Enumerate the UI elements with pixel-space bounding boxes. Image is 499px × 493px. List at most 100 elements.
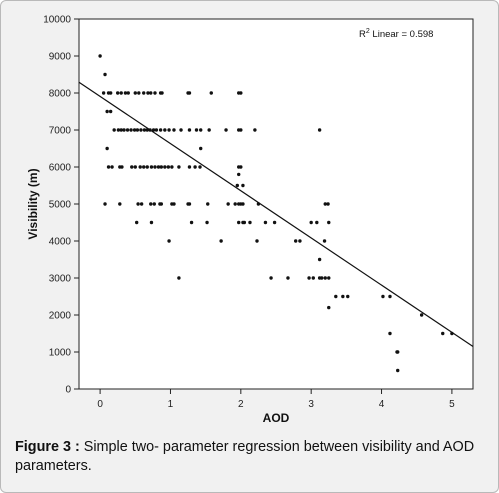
data-point [106,165,111,169]
data-point [132,128,137,132]
data-point [396,350,400,354]
x-tick-label: 2 [238,399,244,410]
y-tick-label: 4000 [49,237,72,248]
data-point [142,128,147,132]
data-point [189,220,194,225]
data-point [241,183,245,188]
data-point [241,202,245,206]
data-point [172,202,176,206]
y-tick-label: 10000 [43,15,71,26]
data-point [309,220,313,225]
data-point [286,276,290,280]
data-point [322,239,327,243]
data-point [207,128,211,132]
figure-caption: Figure 3 : Simple two- parameter regress… [15,438,485,488]
data-point [294,239,298,243]
data-point [135,128,140,132]
data-point [138,165,142,169]
data-point [226,202,230,206]
data-point [242,220,247,225]
data-point [172,128,176,132]
x-tick-label: 4 [379,399,385,410]
data-point [153,91,157,95]
data-point [307,276,311,280]
data-point [136,202,140,206]
data-point [139,202,144,206]
y-tick-label: 3000 [49,274,72,285]
data-point [381,294,385,299]
data-point [126,91,130,95]
data-point [341,294,345,299]
data-point [327,305,331,310]
data-point [233,202,237,206]
data-point [326,202,330,206]
chart-svg: 0100020003000400050006000700080009000100… [26,15,474,425]
data-point [110,165,114,169]
data-points [98,54,454,373]
data-point [98,54,102,58]
data-point [137,91,141,95]
data-point [167,239,171,243]
data-point [105,146,109,151]
data-point [163,165,167,169]
data-point [149,220,154,225]
caption-label: Figure 3 : [15,439,80,455]
data-point [158,128,163,132]
data-point [118,202,122,206]
data-point [219,239,223,243]
x-tick-label: 1 [168,399,174,410]
y-axis-ticks: 0 1000 2000 3000 4000 5000 6000 7000 8000 9000 100… [43,15,79,396]
r2-annotation: R2 Linear = 0.598 [359,28,433,40]
data-point [317,128,322,132]
data-point [187,128,192,132]
data-point [119,128,123,132]
data-point [153,165,157,169]
data-point [272,220,277,225]
x-axis-title: AOD [263,411,290,425]
data-point [156,165,161,169]
data-point [346,294,350,299]
data-point [177,276,181,280]
data-point [206,202,210,206]
data-point [248,220,252,225]
data-point [388,294,392,299]
data-point [187,165,192,169]
data-point [199,128,203,132]
data-point [151,128,156,132]
data-point [146,91,150,95]
data-point [327,220,331,225]
data-point [105,109,109,114]
data-point [134,220,139,225]
data-point [112,128,116,132]
data-point [187,91,192,95]
data-point [315,220,319,225]
plot-frame [78,18,474,390]
data-point [239,165,243,169]
data-point [255,239,259,243]
data-point [193,165,197,169]
data-point [152,202,156,206]
data-point [269,276,273,280]
x-axis-ticks: 0 1 2 3 4 5 [97,389,455,410]
y-tick-label: 2000 [49,311,72,322]
data-point [205,220,209,225]
data-point [103,72,107,77]
data-point [108,109,113,114]
data-point [154,128,159,132]
data-point [323,276,327,280]
data-point [320,276,324,280]
x-tick-label: 0 [97,399,103,410]
data-point [120,165,124,169]
data-point [311,276,315,280]
data-point [253,128,257,132]
data-point [129,128,133,132]
data-point [142,165,146,169]
data-point [130,165,134,169]
data-point [133,165,137,169]
data-point [388,331,392,336]
data-point [327,276,331,280]
data-point [323,202,327,206]
x-tick-label: 5 [449,399,455,410]
y-tick-label: 6000 [49,163,72,174]
y-tick-label: 9000 [49,52,72,63]
